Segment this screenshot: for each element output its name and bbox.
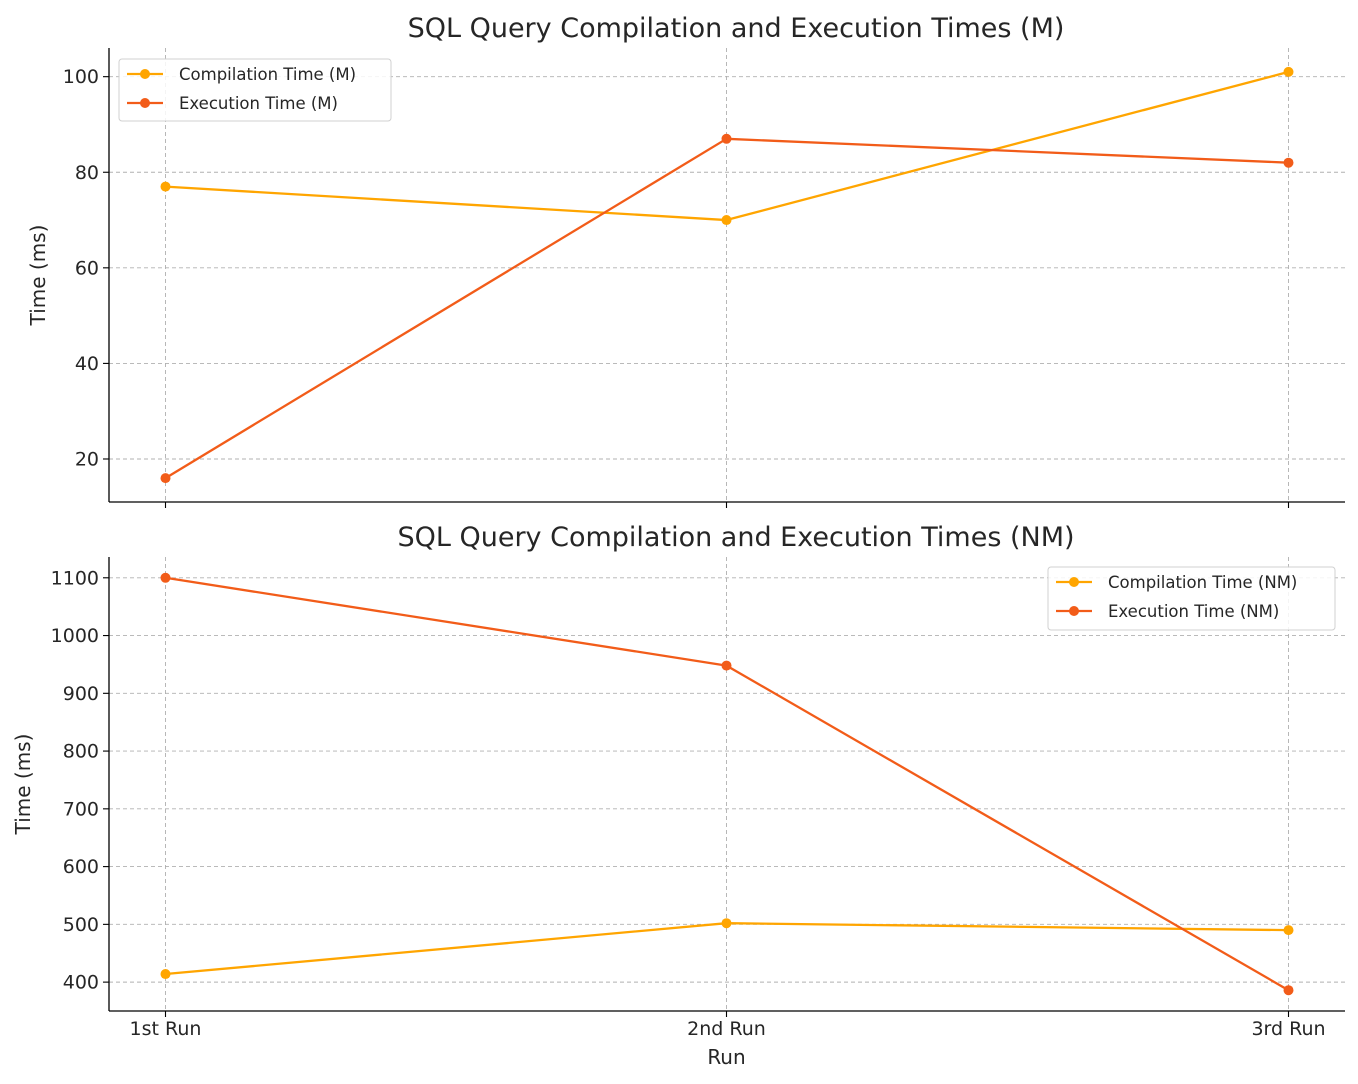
- y-tick-label: 1100: [51, 567, 99, 589]
- data-point: [1283, 985, 1294, 996]
- chart-title: SQL Query Compilation and Execution Time…: [408, 13, 1065, 44]
- y-axis-label: Time (ms): [11, 734, 35, 836]
- y-tick-label: 100: [63, 66, 99, 88]
- data-point: [160, 473, 171, 484]
- legend-marker: [140, 98, 150, 108]
- legend-label: Execution Time (NM): [1108, 602, 1279, 621]
- y-tick-label: 900: [63, 683, 99, 705]
- data-point: [721, 660, 732, 671]
- y-tick-label: 60: [75, 257, 99, 279]
- x-tick-label: 1st Run: [130, 1018, 202, 1040]
- y-tick-label: 40: [75, 353, 99, 375]
- y-axis-label: Time (ms): [26, 225, 50, 327]
- x-axis-label: Run: [707, 1045, 745, 1069]
- x-tick-label: 2nd Run: [687, 1018, 766, 1040]
- legend-label: Compilation Time (M): [179, 65, 356, 84]
- chart-title: SQL Query Compilation and Execution Time…: [397, 522, 1074, 553]
- x-tick-label: 3rd Run: [1251, 1018, 1325, 1040]
- y-tick-label: 20: [75, 448, 99, 470]
- data-point: [721, 133, 732, 144]
- y-tick-label: 800: [63, 741, 99, 763]
- y-tick-label: 600: [63, 856, 99, 878]
- legend-marker: [140, 69, 150, 79]
- data-point: [160, 572, 171, 583]
- data-point: [1283, 66, 1294, 77]
- legend-label: Execution Time (M): [179, 94, 338, 113]
- data-point: [160, 181, 171, 192]
- y-tick-label: 400: [63, 972, 99, 994]
- data-point: [1283, 925, 1294, 936]
- chart-m: 20 40 60 80 100 SQL Query Compilation and Exe…: [26, 13, 1345, 508]
- y-tick-label: 700: [63, 798, 99, 820]
- y-tick-label: 1000: [51, 625, 99, 647]
- legend-marker: [1069, 577, 1079, 587]
- y-tick-label: 80: [75, 162, 99, 184]
- data-point: [721, 918, 732, 929]
- data-point: [721, 215, 732, 226]
- data-point: [160, 969, 171, 980]
- y-tick-label: 500: [63, 914, 99, 936]
- chart-nm: 400 500 600 700 800 900 1000 1100 1st Run 2nd Run…: [11, 522, 1345, 1069]
- legend-label: Compilation Time (NM): [1108, 573, 1297, 592]
- legend-box: [118, 58, 392, 122]
- legend-marker: [1069, 606, 1079, 616]
- data-point: [1283, 157, 1294, 168]
- legend-box: [1047, 566, 1336, 631]
